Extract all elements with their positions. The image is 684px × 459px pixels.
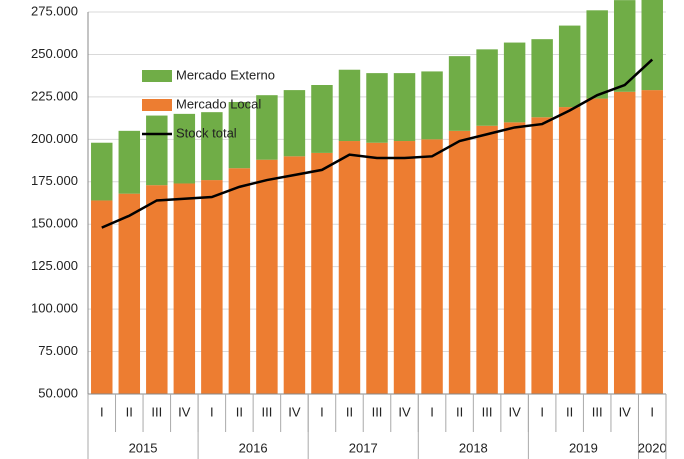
bar-segment	[393, 73, 416, 142]
bar-segment	[256, 159, 278, 394]
bar-segment	[201, 180, 223, 394]
bar-segment	[503, 122, 526, 394]
x-group-label: 2016	[239, 440, 268, 455]
bar-segment	[201, 112, 223, 181]
bar-segment	[448, 56, 471, 131]
x-tick-label: IV	[178, 404, 191, 419]
x-tick-label: II	[236, 404, 243, 419]
bar-segment	[228, 101, 251, 169]
y-tick-label: 100.000	[31, 301, 78, 316]
x-tick-label: I	[650, 404, 654, 419]
y-tick-label: 150.000	[31, 216, 78, 231]
x-tick-label: IV	[619, 404, 632, 419]
x-tick-label: III	[372, 404, 383, 419]
y-tick-label: 125.000	[31, 258, 78, 273]
bar-segment	[448, 130, 471, 394]
bar-segment	[173, 113, 196, 184]
bar-segment	[338, 141, 361, 394]
bar-segment	[503, 42, 526, 123]
y-tick-label: 200.000	[31, 131, 78, 146]
y-tick-label: 275.000	[31, 3, 78, 18]
y-tick-label: 250.000	[31, 46, 78, 61]
x-group-label: 2017	[349, 440, 378, 455]
bar-segment	[91, 142, 113, 201]
bar-segment	[476, 125, 498, 395]
x-tick-label: III	[151, 404, 162, 419]
bar-segment	[586, 98, 608, 394]
y-tick-label: 225.000	[31, 88, 78, 103]
legend-label: Mercado Local	[176, 96, 261, 111]
bar-segment	[366, 73, 388, 143]
x-tick-label: III	[482, 404, 493, 419]
bar-segment	[641, 90, 663, 394]
x-tick-label: I	[320, 404, 324, 419]
bar-segment	[366, 142, 388, 394]
bar-segment	[228, 168, 251, 394]
x-tick-label: II	[456, 404, 463, 419]
bar-segment	[613, 0, 636, 92]
bar-segment	[421, 139, 443, 394]
line-series	[101, 58, 654, 229]
legend-swatch	[142, 99, 172, 111]
bar-segment	[118, 130, 141, 194]
x-tick-label: IV	[508, 404, 521, 419]
bar-segment	[531, 39, 553, 118]
bar-segment	[256, 95, 278, 160]
x-tick-label: II	[346, 404, 353, 419]
bar-segment	[393, 141, 416, 394]
x-tick-label: II	[566, 404, 573, 419]
x-tick-label: I	[100, 404, 104, 419]
bar-segment	[586, 10, 608, 99]
bar-segment	[311, 85, 333, 153]
bar-segment	[146, 185, 168, 394]
y-tick-label: 50.000	[38, 385, 78, 400]
bar-segment	[283, 156, 306, 394]
bar-segment	[558, 25, 581, 108]
x-group-label: 2020	[638, 440, 667, 455]
x-group-label: 2019	[569, 440, 598, 455]
bar-segment	[558, 107, 581, 394]
bar-segment	[146, 115, 168, 186]
x-group-label: 2018	[459, 440, 488, 455]
bar-segment	[641, 0, 663, 91]
legend-swatch	[142, 70, 172, 82]
x-tick-label: IV	[288, 404, 301, 419]
bar-segment	[311, 152, 333, 394]
bar-segment	[338, 69, 361, 142]
bar-segment	[118, 193, 141, 394]
bar-segment	[421, 71, 443, 140]
x-tick-label: I	[430, 404, 434, 419]
y-tick-label: 75.000	[38, 343, 78, 358]
legend-label: Mercado Externo	[176, 67, 275, 82]
x-tick-label: I	[540, 404, 544, 419]
legend-label: Stock total	[176, 125, 237, 140]
x-tick-label: III	[261, 404, 272, 419]
x-tick-label: IV	[398, 404, 411, 419]
bar-segment	[91, 200, 113, 394]
bar-segment	[613, 91, 636, 394]
x-tick-label: II	[126, 404, 133, 419]
x-tick-label: III	[592, 404, 603, 419]
bar-segment	[173, 183, 196, 394]
x-group-label: 2015	[129, 440, 158, 455]
x-tick-label: I	[210, 404, 214, 419]
bar-segment	[476, 49, 498, 126]
bar-segment	[283, 90, 306, 157]
bar-segment	[531, 117, 553, 395]
y-tick-label: 175.000	[31, 173, 78, 188]
